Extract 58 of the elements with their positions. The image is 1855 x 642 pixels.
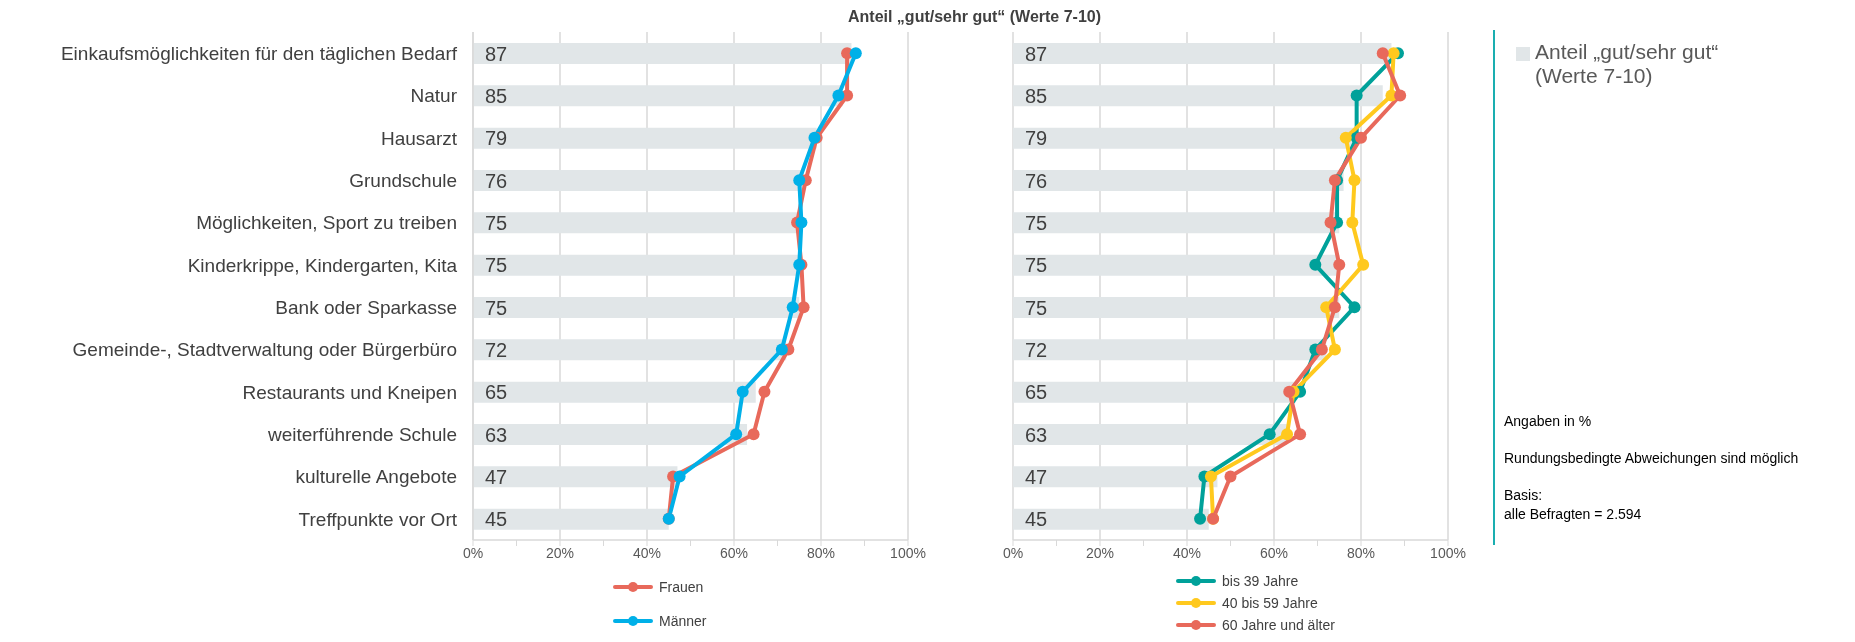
x-tick-label: 60% bbox=[719, 544, 749, 561]
x-tick-label: 100% bbox=[890, 544, 926, 561]
data-label: 79 bbox=[1025, 127, 1048, 150]
data-label: 45 bbox=[1025, 508, 1048, 531]
x-tick-label: 60% bbox=[1259, 544, 1289, 561]
legend-label: Frauen bbox=[659, 579, 704, 595]
data-label: 65 bbox=[485, 381, 508, 404]
data-label: 76 bbox=[1025, 169, 1048, 192]
data-label: 47 bbox=[485, 465, 508, 488]
y-tick-label: Hausarzt bbox=[380, 127, 458, 149]
x-tick-label: 0% bbox=[462, 544, 484, 561]
x-tick-label: 20% bbox=[1085, 544, 1115, 561]
legend-label: 40 bis 59 Jahre bbox=[1222, 595, 1318, 611]
data-label: 72 bbox=[1025, 338, 1048, 361]
y-tick-label: Grundschule bbox=[349, 169, 457, 191]
y-tick-label: Kinderkrippe, Kindergarten, Kita bbox=[187, 254, 458, 276]
y-tick-label: Möglichkeiten, Sport zu treiben bbox=[196, 212, 457, 234]
data-label: 75 bbox=[1025, 254, 1048, 277]
x-tick-label: 20% bbox=[545, 544, 575, 561]
legend-label: Männer bbox=[659, 613, 707, 629]
x-tick-label: 40% bbox=[1172, 544, 1202, 561]
legend-label: bis 39 Jahre bbox=[1222, 573, 1299, 589]
data-label: 75 bbox=[485, 254, 508, 277]
data-label: 85 bbox=[1025, 84, 1048, 107]
data-label: 72 bbox=[485, 338, 508, 361]
data-label: 63 bbox=[1025, 423, 1048, 446]
y-tick-label: kulturelle Angebote bbox=[295, 466, 457, 488]
text: Anteil „gut/sehr gut“ (Werte 7-10) bbox=[846, 8, 1103, 26]
y-tick-label: Einkaufsmöglichkeiten für den täglichen Bedarf bbox=[60, 42, 458, 64]
y-tick-label: weiterführende Schule bbox=[266, 423, 457, 445]
y-tick-label: Restaurants und Kneipen bbox=[242, 381, 457, 403]
y-tick-label: Treffpunkte vor Ort bbox=[298, 508, 458, 530]
data-label: 75 bbox=[485, 211, 508, 234]
data-label: 65 bbox=[1025, 381, 1048, 404]
y-tick-label: Bank oder Sparkasse bbox=[275, 296, 457, 318]
data-label: 75 bbox=[1025, 296, 1048, 319]
x-tick-label: 80% bbox=[1346, 544, 1376, 561]
data-label: 47 bbox=[1025, 465, 1048, 488]
x-tick-label: 0% bbox=[1002, 544, 1024, 561]
x-tick-label: 40% bbox=[632, 544, 662, 561]
text: Basis: alle Befragten = 2.594 bbox=[1504, 486, 1643, 524]
legend-label: 60 Jahre und älter bbox=[1222, 617, 1335, 633]
data-label: 63 bbox=[485, 423, 508, 446]
data-label: 87 bbox=[1025, 42, 1048, 65]
text: Angaben in % bbox=[1504, 412, 1593, 431]
data-label: 87 bbox=[485, 42, 508, 65]
y-tick-label: Gemeinde-, Stadtverwaltung oder Bürgerbüro bbox=[72, 339, 457, 361]
data-label: 85 bbox=[485, 84, 508, 107]
data-label: 79 bbox=[485, 127, 508, 150]
x-tick-label: 100% bbox=[1430, 544, 1466, 561]
text: Rundungsbedingte Abweichungen sind möglich bbox=[1504, 449, 1800, 468]
x-tick-label: 80% bbox=[806, 544, 836, 561]
data-label: 75 bbox=[1025, 211, 1048, 234]
legend-label: Anteil „gut/sehr gut“ (Werte 7-10) bbox=[1535, 40, 1720, 88]
data-label: 76 bbox=[485, 169, 508, 192]
data-label: 45 bbox=[485, 508, 508, 531]
data-label: 75 bbox=[485, 296, 508, 319]
y-tick-label: Natur bbox=[410, 85, 458, 107]
